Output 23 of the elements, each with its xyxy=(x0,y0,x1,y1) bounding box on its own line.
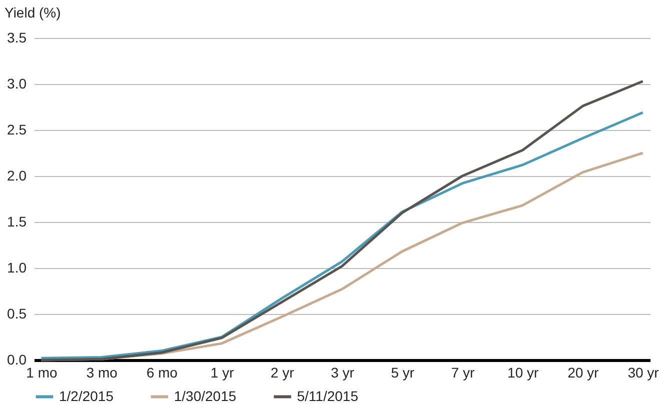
x-tick-label: 3 mo xyxy=(86,364,118,380)
x-tick-label: 6 mo xyxy=(146,364,178,380)
y-tick-label: 2.0 xyxy=(7,168,27,184)
x-tick-label: 1 mo xyxy=(26,364,58,380)
x-tick-label: 3 yr xyxy=(330,364,355,380)
y-tick-label: 3.5 xyxy=(7,30,27,46)
x-tick-label: 7 yr xyxy=(451,364,475,380)
y-tick-label: 0.5 xyxy=(7,306,27,322)
legend-label: 1/2/2015 xyxy=(59,388,114,404)
y-tick-label: 2.5 xyxy=(7,122,27,138)
x-tick-label: 10 yr xyxy=(507,364,539,380)
y-tick-label: 1.0 xyxy=(7,260,27,276)
x-tick-label: 1 yr xyxy=(210,364,234,380)
x-tick-label: 20 yr xyxy=(568,364,600,380)
y-tick-label: 0.0 xyxy=(7,352,27,368)
y-axis-title: Yield (%) xyxy=(4,4,61,20)
x-tick-label: 5 yr xyxy=(390,364,415,380)
y-tick-label: 1.5 xyxy=(7,214,27,230)
legend-label: 1/30/2015 xyxy=(174,388,236,404)
x-tick-label: 2 yr xyxy=(270,364,294,380)
legend-label: 5/11/2015 xyxy=(297,388,358,404)
x-tick-label: 30 yr xyxy=(628,364,660,380)
y-tick-label: 3.0 xyxy=(7,76,27,92)
